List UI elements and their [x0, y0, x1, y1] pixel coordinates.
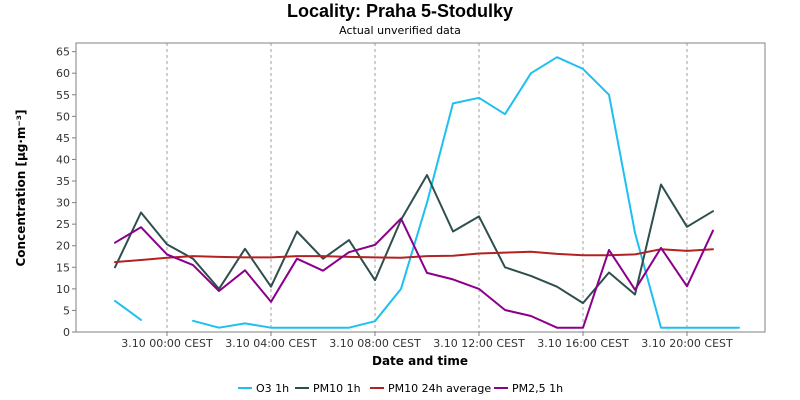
x-tick-label: 3.10 04:00 CEST — [225, 337, 317, 350]
y-tick-label: 55 — [56, 89, 70, 102]
y-tick-label: 50 — [56, 110, 70, 123]
series-line — [114, 299, 142, 321]
y-tick-label: 25 — [56, 218, 70, 231]
y-axis-title: Concentration [µg·m⁻³] — [14, 110, 28, 267]
x-tick-label: 3.10 16:00 CEST — [537, 337, 629, 350]
plot-area-frame — [75, 42, 766, 333]
y-tick-label: 40 — [56, 153, 70, 166]
legend: O3 1h PM10 1h PM10 24h average PM2,5 1h — [238, 382, 563, 395]
y-tick-label: 20 — [56, 240, 70, 253]
x-axis-title: Date and time — [372, 354, 468, 368]
grid-lines — [166, 43, 688, 332]
y-tick-label: 15 — [56, 261, 70, 274]
y-tick-label: 5 — [63, 304, 70, 317]
x-tick-label: 3.10 08:00 CEST — [329, 337, 421, 350]
legend-label: PM10 24h average — [388, 382, 491, 395]
chart-subtitle: Actual unverified data — [339, 24, 461, 37]
x-tick-label: 3.10 12:00 CEST — [433, 337, 525, 350]
y-tick-label: 0 — [63, 326, 70, 339]
series-line — [192, 56, 740, 329]
y-axis: 0 5 10 15 20 25 30 35 40 45 50 55 60 65 — [56, 46, 76, 339]
series-line — [114, 174, 714, 305]
y-tick-label: 45 — [56, 132, 70, 145]
series-layer — [114, 56, 740, 329]
y-tick-label: 60 — [56, 67, 70, 80]
y-tick-label: 10 — [56, 283, 70, 296]
x-axis: 3.10 00:00 CEST 3.10 04:00 CEST 3.10 08:00… — [121, 332, 733, 350]
legend-label: PM2,5 1h — [512, 382, 563, 395]
legend-label: PM10 1h — [313, 382, 361, 395]
chart-title: Locality: Praha 5-Stodulky — [286, 1, 514, 21]
y-tick-label: 65 — [56, 46, 70, 59]
x-tick-label: 3.10 20:00 CEST — [641, 337, 733, 350]
legend-label: O3 1h — [256, 382, 289, 395]
y-tick-label: 30 — [56, 197, 70, 210]
series-line — [114, 217, 714, 329]
series-line — [114, 248, 714, 264]
y-tick-label: 35 — [56, 175, 70, 188]
x-tick-label: 3.10 00:00 CEST — [121, 337, 213, 350]
